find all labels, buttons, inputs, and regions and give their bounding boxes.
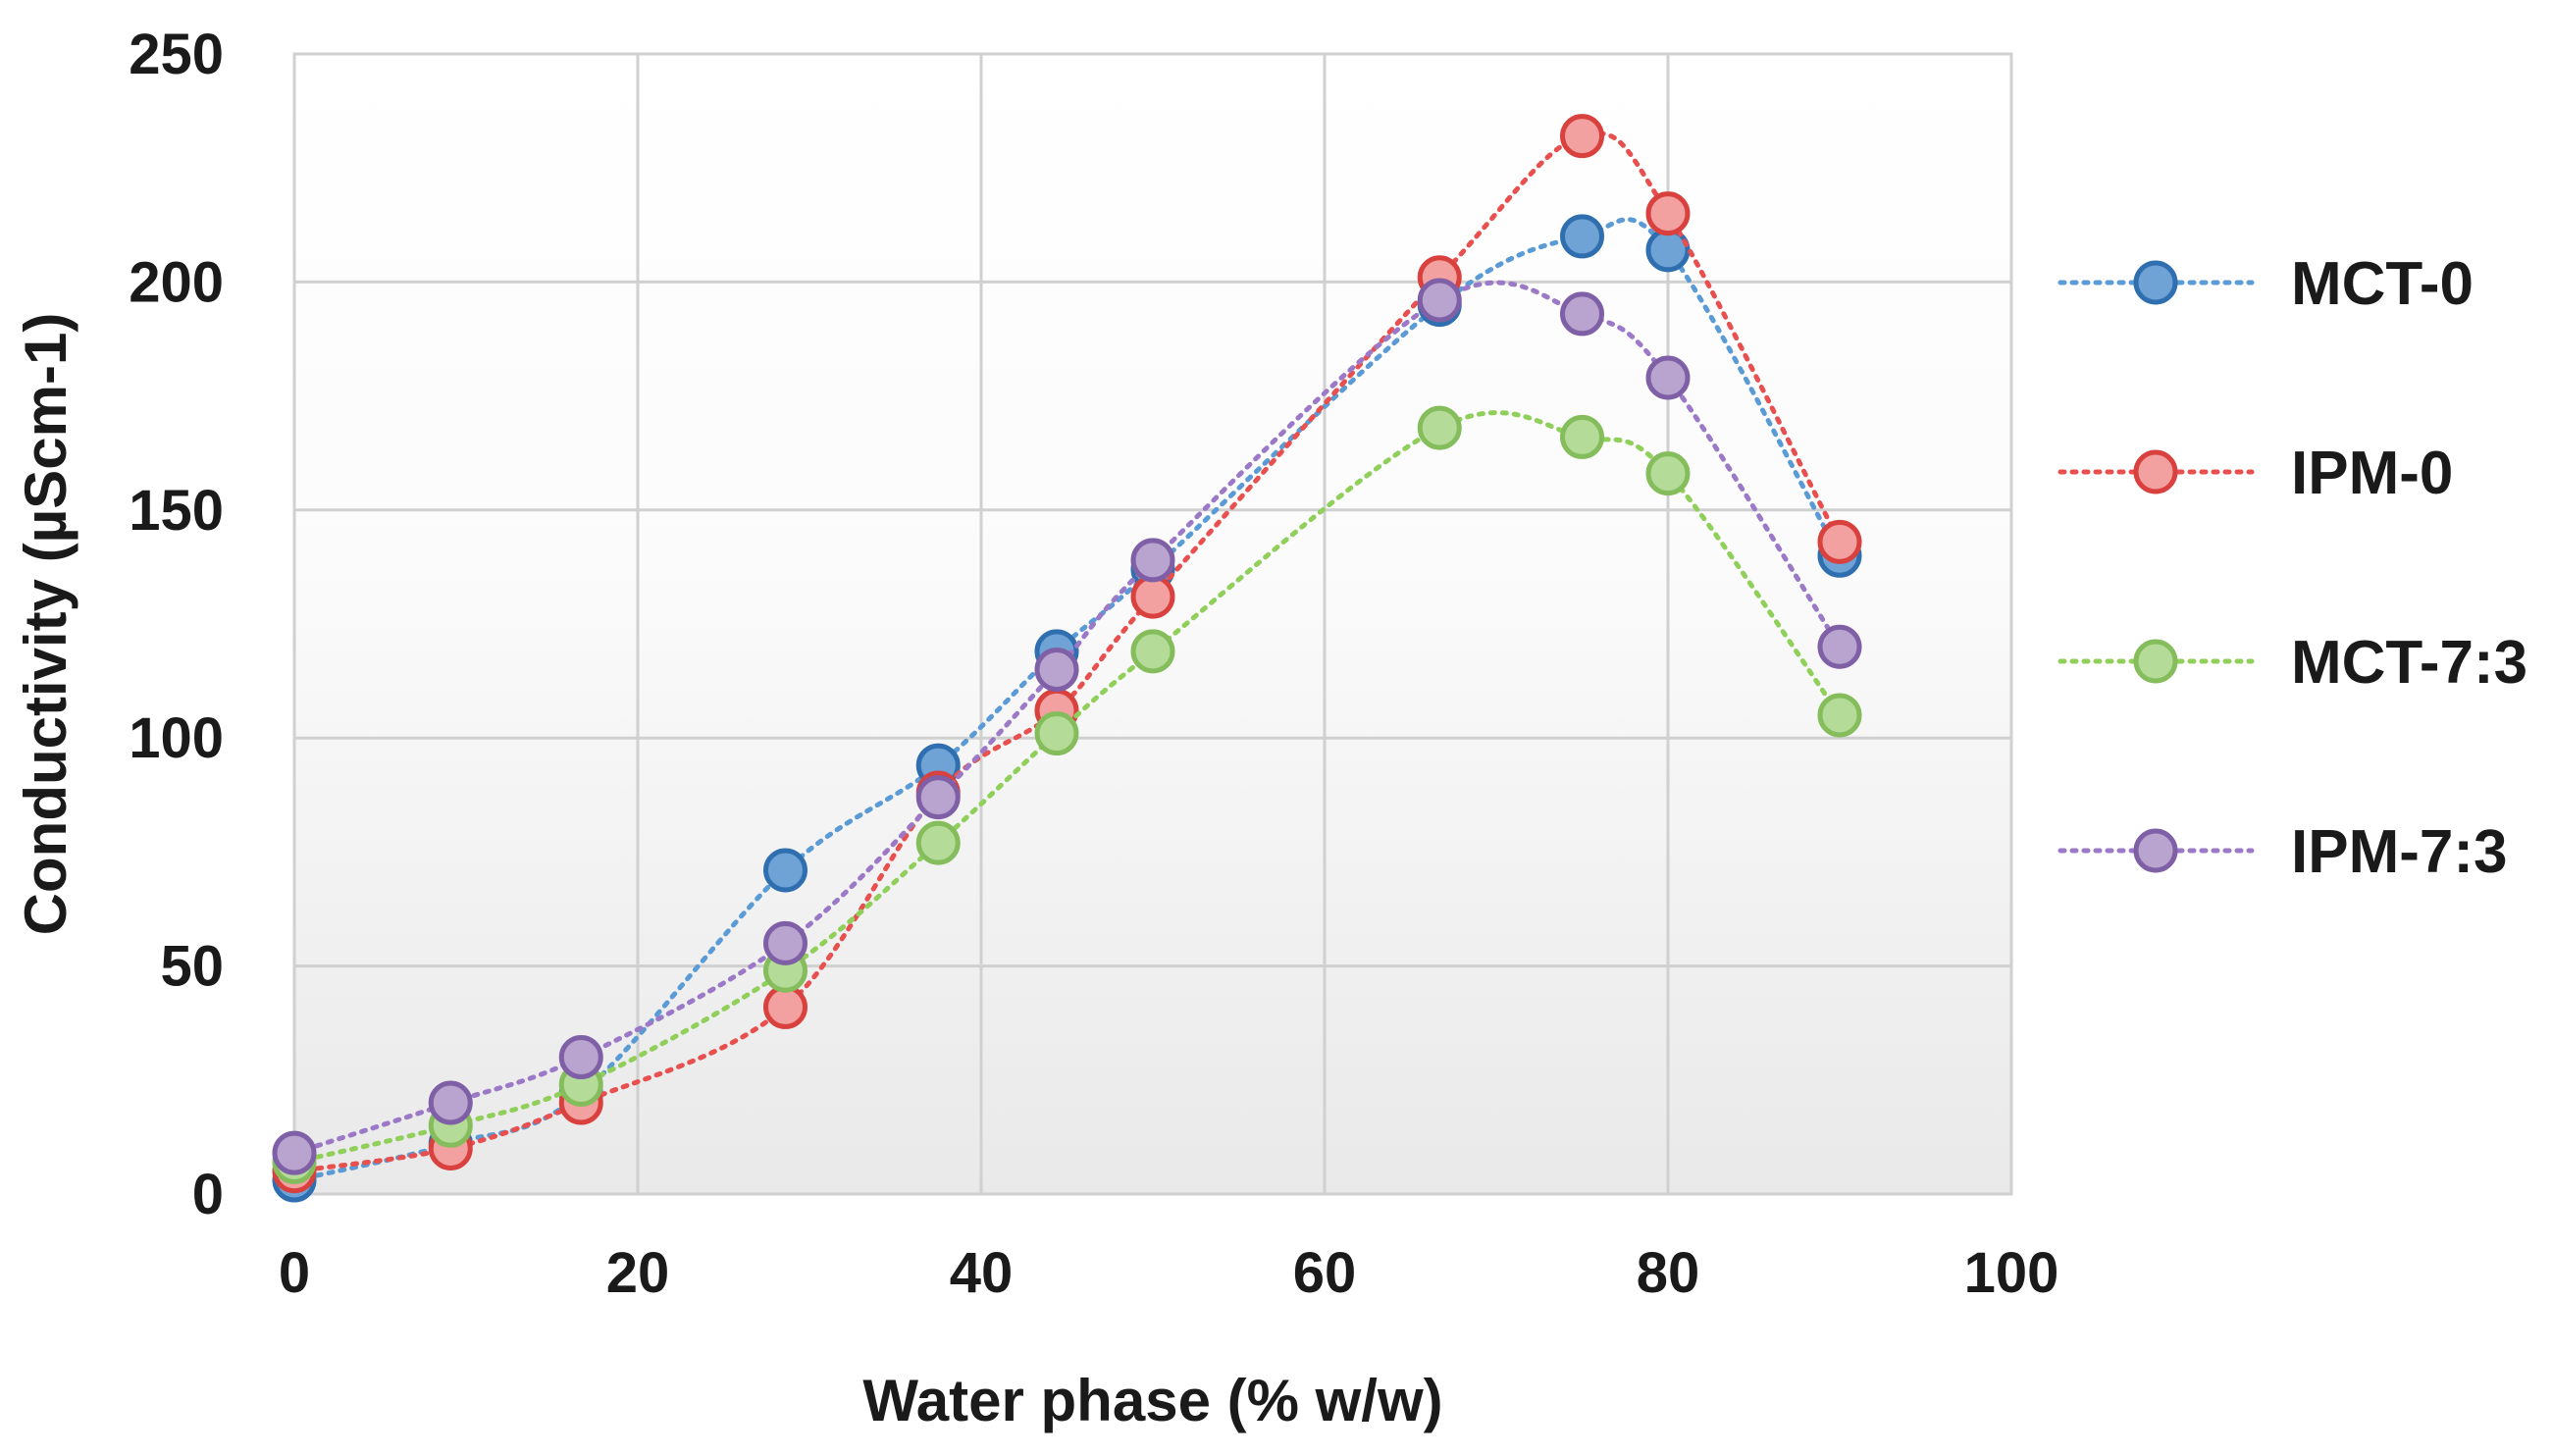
data-point-ipm-7-3 (1130, 538, 1175, 583)
data-point-mct-0 (1560, 214, 1604, 259)
x-tick-label: 60 (1293, 1241, 1357, 1305)
data-point-ipm-0 (1560, 114, 1604, 159)
data-point-ipm-7-3 (1034, 647, 1079, 692)
plot-area (292, 52, 2013, 1196)
legend-item-ipm-0: IPM-0 (2057, 440, 2453, 507)
data-point-mct-7-3 (1645, 451, 1691, 496)
series-line-mct-7-3 (291, 410, 1843, 1165)
x-tick-label: 80 (1637, 1241, 1700, 1305)
y-tick-label: 150 (129, 479, 224, 543)
data-point-ipm-0 (763, 984, 807, 1029)
data-point-ipm-7-3 (1560, 291, 1604, 337)
data-point-ipm-7-3 (1645, 355, 1691, 400)
y-tick-label: 0 (192, 1163, 224, 1226)
data-point-mct-0 (763, 848, 807, 893)
x-tick-label: 0 (279, 1241, 310, 1305)
data-point-ipm-0 (1130, 574, 1175, 619)
data-point-ipm-7-3 (763, 920, 807, 965)
x-tick-label: 20 (606, 1241, 670, 1305)
data-point-ipm-7-3 (272, 1130, 317, 1175)
legend-item-mct-7-3: MCT-7:3 (2057, 629, 2527, 697)
y-tick-label: 100 (129, 706, 224, 770)
legend-marker-ipm-7-3 (2133, 828, 2178, 873)
y-tick-label: 250 (129, 23, 224, 86)
legend-marker-mct-7-3 (2133, 639, 2178, 684)
legend-marker-ipm-0 (2133, 449, 2178, 494)
legend-item-ipm-7-3: IPM-7:3 (2057, 818, 2507, 886)
data-point-ipm-7-3 (428, 1080, 473, 1125)
x-tick-label: 40 (950, 1241, 1014, 1305)
series-group (272, 114, 1862, 1203)
data-point-ipm-7-3 (915, 775, 961, 820)
x-axis-title: Water phase (% w/w) (862, 1368, 1442, 1433)
data-point-ipm-7-3 (558, 1035, 603, 1080)
x-tick-label: 100 (1964, 1241, 2059, 1305)
data-point-ipm-7-3 (1417, 278, 1462, 323)
legend-label-mct-0: MCT-0 (2291, 250, 2474, 318)
data-point-mct-7-3 (1817, 693, 1862, 738)
data-point-ipm-0 (1645, 191, 1691, 236)
data-point-mct-7-3 (1560, 414, 1604, 459)
series-mct-7-3 (272, 405, 1862, 1184)
y-axis-title: Conductivity (µScm-1) (13, 313, 78, 936)
legend-marker-mct-0 (2133, 260, 2178, 305)
y-tick-label: 50 (160, 935, 224, 999)
data-point-mct-7-3 (1034, 711, 1079, 756)
legend-label-ipm-0: IPM-0 (2291, 440, 2453, 507)
tick-labels: 0 20 40 60 80 100 0 50 100 150 200 250 (129, 23, 2058, 1305)
data-point-ipm-7-3 (1817, 624, 1862, 669)
series-ipm-7-3 (272, 278, 1862, 1175)
legend-label-ipm-7-3: IPM-7:3 (2291, 818, 2507, 886)
legend: MCT-0 IPM-0 MCT-7:3 IPM-7:3 (2057, 250, 2527, 886)
data-point-mct-7-3 (1130, 629, 1175, 674)
legend-item-mct-0: MCT-0 (2057, 250, 2474, 318)
data-point-mct-7-3 (915, 820, 961, 865)
data-point-mct-7-3 (1417, 405, 1462, 450)
data-point-ipm-0 (1817, 519, 1862, 564)
legend-label-mct-7-3: MCT-7:3 (2291, 629, 2527, 697)
y-tick-label: 200 (129, 250, 224, 314)
